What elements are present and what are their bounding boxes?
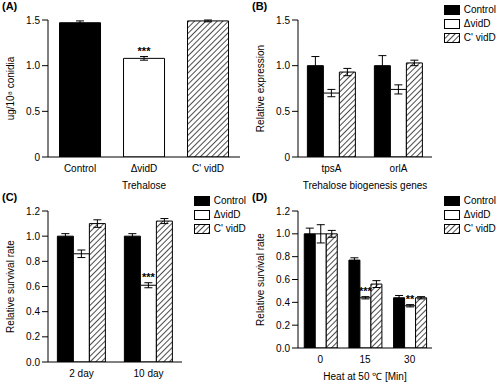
svg-text:0.2: 0.2 xyxy=(26,331,40,342)
svg-text:0.8: 0.8 xyxy=(26,256,40,267)
svg-text:0.2: 0.2 xyxy=(276,320,290,331)
html-text:ΔvidD: ΔvidD xyxy=(463,18,491,29)
svg-text:1.5: 1.5 xyxy=(26,15,40,26)
svg-text:0.5: 0.5 xyxy=(276,106,290,117)
html-text:(B): (B) xyxy=(252,0,268,12)
html-text:ΔvidD: ΔvidD xyxy=(213,209,241,220)
svg-text:1.0: 1.0 xyxy=(276,60,290,71)
svg-text:2 day: 2 day xyxy=(69,368,93,379)
svg-text:***: *** xyxy=(142,271,156,283)
html-text:Control: Control xyxy=(463,4,496,15)
svg-text:0: 0 xyxy=(318,354,324,365)
svg-text:0: 0 xyxy=(34,152,40,163)
svg-text:Relative survival rate: Relative survival rate xyxy=(8,240,16,333)
svg-text:Relative survival rate: Relative survival rate xyxy=(255,233,266,326)
svg-text:0.4: 0.4 xyxy=(276,297,290,308)
html-text:C' vidD: C' vidD xyxy=(463,32,496,43)
svg-text:10 day: 10 day xyxy=(133,368,163,379)
svg-text:ΔvidD: ΔvidD xyxy=(131,163,158,174)
svg-text:1.2: 1.2 xyxy=(26,206,40,217)
html-text:Control: Control xyxy=(463,195,496,206)
svg-text:C' vidD: C' vidD xyxy=(192,163,224,174)
svg-text:Trehalose: Trehalose xyxy=(122,180,167,191)
html-text:C' vidD: C' vidD xyxy=(463,223,496,234)
svg-text:Trehalose biogenesis genes: Trehalose biogenesis genes xyxy=(303,180,428,191)
html-text:C' vidD: C' vidD xyxy=(213,223,246,234)
svg-text:1.2: 1.2 xyxy=(276,206,290,217)
svg-text:0.8: 0.8 xyxy=(276,251,290,262)
svg-text:***: *** xyxy=(359,285,373,297)
svg-text:0.6: 0.6 xyxy=(276,274,290,285)
html-text:(D): (D) xyxy=(252,191,268,203)
svg-text:Control: Control xyxy=(64,163,96,174)
html-text:(A): (A) xyxy=(2,0,18,12)
svg-text:1.0: 1.0 xyxy=(26,231,40,242)
html-text:Control: Control xyxy=(213,195,246,206)
svg-text:1.0: 1.0 xyxy=(276,228,290,239)
svg-text:1.0: 1.0 xyxy=(26,60,40,71)
svg-text:1.5: 1.5 xyxy=(276,15,290,26)
svg-text:tpsA: tpsA xyxy=(321,163,341,174)
svg-text:0.6: 0.6 xyxy=(26,281,40,292)
svg-text:15: 15 xyxy=(359,354,371,365)
svg-text:0.4: 0.4 xyxy=(26,306,40,317)
html-text:ΔvidD: ΔvidD xyxy=(463,209,491,220)
svg-text:**: ** xyxy=(406,293,415,305)
svg-text:Relative expression: Relative expression xyxy=(255,45,266,132)
svg-text:0.0: 0.0 xyxy=(276,343,290,354)
svg-text:Heat at 50 ℃ [Min]: Heat at 50 ℃ [Min] xyxy=(323,371,407,382)
svg-text:0.5: 0.5 xyxy=(26,106,40,117)
svg-text:0: 0 xyxy=(284,152,290,163)
svg-text:ug/10⁸ conidia: ug/10⁸ conidia xyxy=(8,56,16,120)
svg-text:0.0: 0.0 xyxy=(26,357,40,368)
html-text:(C): (C) xyxy=(2,191,18,203)
svg-text:30: 30 xyxy=(404,354,416,365)
svg-text:orlA: orlA xyxy=(390,163,408,174)
svg-text:***: *** xyxy=(138,45,152,57)
